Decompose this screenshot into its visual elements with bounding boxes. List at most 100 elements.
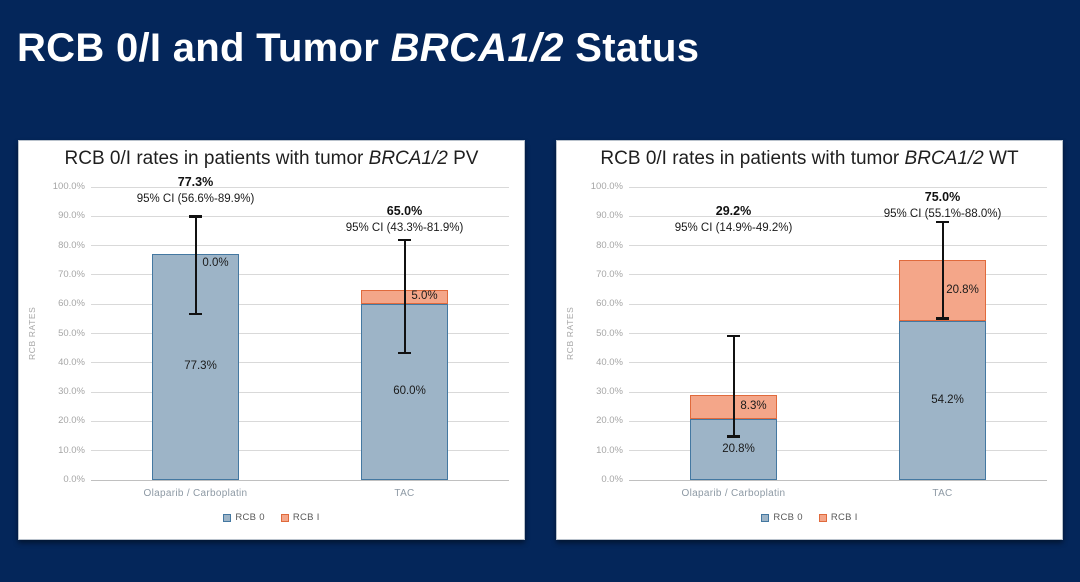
gridline (629, 420, 1047, 422)
chart-panel-brca-pv: RCB 0/I rates in patients with tumor BRC… (18, 140, 525, 540)
error-bar-cap (398, 238, 411, 242)
gridline (629, 479, 1047, 481)
error-bar-cap (398, 351, 411, 355)
legend-label: RCB I (830, 512, 858, 523)
chart-title: RCB 0/I rates in patients with tumor BRC… (557, 148, 1062, 170)
y-axis-tick-label: 50.0% (596, 327, 623, 339)
x-axis-category-label: TAC (932, 488, 953, 499)
gridline (91, 391, 509, 393)
y-axis-tick-label: 40.0% (58, 356, 85, 368)
gridline (629, 186, 1047, 188)
y-axis-tick-label: 20.0% (596, 415, 623, 427)
chart-title-prefix: RCB 0/I rates in patients with tumor (64, 148, 369, 169)
legend-label: RCB 0 (235, 512, 265, 523)
gridline (629, 245, 1047, 247)
segment-value-label: 0.0% (202, 256, 229, 269)
chart-panel-brca-wt: RCB 0/I rates in patients with tumor BRC… (556, 140, 1063, 540)
legend-item-rcb-i: RCB I (280, 512, 320, 523)
annotation-confidence-interval: 95% CI (56.6%-89.9%) (136, 193, 255, 205)
gridline (91, 479, 509, 481)
y-axis-tick-label: 80.0% (58, 239, 85, 251)
chart-title: RCB 0/I rates in patients with tumor BRC… (19, 148, 524, 170)
error-bar-cap (727, 435, 740, 438)
y-axis-tick-label: 30.0% (58, 386, 85, 398)
legend-swatch-icon (280, 513, 289, 522)
annotation-total-value: 29.2% (715, 204, 752, 218)
chart-title-gene-italic: BRCA1/2 (368, 148, 448, 169)
x-axis-category-label: Olaparib / Carboplatin (143, 488, 248, 499)
gridline (91, 186, 509, 188)
annotation-confidence-interval: 95% CI (55.1%-88.0%) (883, 208, 1002, 220)
chart-title-prefix: RCB 0/I rates in patients with tumor (600, 148, 905, 169)
segment-value-label: 5.0% (411, 289, 438, 302)
y-axis-tick-label: 40.0% (596, 356, 623, 368)
gridline (91, 215, 509, 217)
gridline (629, 215, 1047, 217)
segment-value-label: 20.8% (722, 442, 755, 455)
y-axis-tick-label: 70.0% (596, 268, 623, 280)
gridline (91, 245, 509, 247)
y-axis-tick-label: 80.0% (596, 239, 623, 251)
chart-legend: RCB 0 RCB I (557, 512, 1062, 523)
bar-annotation: 65.0% 95% CI (43.3%-81.9%) (290, 203, 520, 236)
error-bar-line (194, 216, 197, 315)
gridline (91, 420, 509, 422)
chart-title-gene-italic: BRCA1/2 (904, 148, 984, 169)
y-axis-tick-label: 90.0% (58, 210, 85, 222)
gridline (629, 362, 1047, 364)
gridline (91, 274, 509, 276)
legend-label: RCB I (292, 512, 320, 523)
segment-value-label: 8.3% (740, 399, 767, 412)
chart-legend: RCB 0 RCB I (19, 512, 524, 523)
segment-value-label: 20.8% (946, 283, 979, 296)
bar-segment-rcb-0 (899, 321, 986, 480)
error-bar-line (941, 222, 944, 319)
error-bar-cap (727, 334, 740, 338)
y-axis-tick-label: 30.0% (596, 386, 623, 398)
bar-annotation: 75.0% 95% CI (55.1%-88.0%) (828, 189, 1058, 222)
error-bar-line (403, 240, 406, 354)
annotation-confidence-interval: 95% CI (43.3%-81.9%) (345, 222, 464, 234)
gridline (629, 274, 1047, 276)
y-axis-tick-label: 100.0% (590, 181, 623, 192)
gridline (629, 303, 1047, 305)
legend-swatch-icon (818, 513, 827, 522)
y-axis-tick-label: 0.0% (63, 474, 85, 485)
y-axis-tick-label: 100.0% (52, 181, 85, 192)
annotation-total-value: 65.0% (386, 204, 423, 218)
y-axis-tick-label: 10.0% (596, 444, 623, 456)
legend-swatch-icon (223, 513, 232, 522)
error-bar-cap (189, 312, 202, 316)
y-axis-tick-label: 60.0% (596, 298, 623, 310)
gridline (91, 333, 509, 334)
y-axis-tick-label: 70.0% (58, 268, 85, 280)
error-bar-cap (936, 220, 949, 224)
annotation-total-value: 75.0% (924, 190, 961, 204)
gridline (629, 333, 1047, 334)
page-title-prefix: RCB 0/I and Tumor (17, 26, 391, 70)
page-title: RCB 0/I and Tumor BRCA1/2 Status (17, 26, 699, 71)
x-axis-category-label: TAC (394, 488, 415, 499)
error-bar-cap (189, 215, 202, 218)
y-axis-tick-label: 20.0% (58, 415, 85, 427)
gridline (629, 450, 1047, 452)
gridline (91, 450, 509, 452)
segment-value-label: 77.3% (184, 359, 217, 372)
y-axis-tick-label: 10.0% (58, 444, 85, 456)
y-axis-tick-label: 60.0% (58, 298, 85, 310)
error-bar-line (732, 335, 735, 437)
annotation-confidence-interval: 95% CI (14.9%-49.2%) (674, 222, 793, 234)
page-title-suffix: Status (563, 26, 700, 70)
legend-item-rcb-0: RCB 0 (223, 512, 265, 523)
chart-title-suffix: PV (447, 148, 479, 169)
bar-annotation: 77.3% 95% CI (56.6%-89.9%) (81, 174, 311, 207)
segment-value-label: 60.0% (393, 385, 426, 398)
y-axis-tick-label: 50.0% (58, 327, 85, 339)
segment-value-label: 54.2% (931, 393, 964, 406)
gridline (629, 391, 1047, 393)
x-axis-category-label: Olaparib / Carboplatin (681, 488, 786, 499)
y-axis-tick-label: 90.0% (596, 210, 623, 222)
error-bar-cap (936, 317, 949, 320)
y-axis-tick-label: 0.0% (601, 474, 623, 485)
